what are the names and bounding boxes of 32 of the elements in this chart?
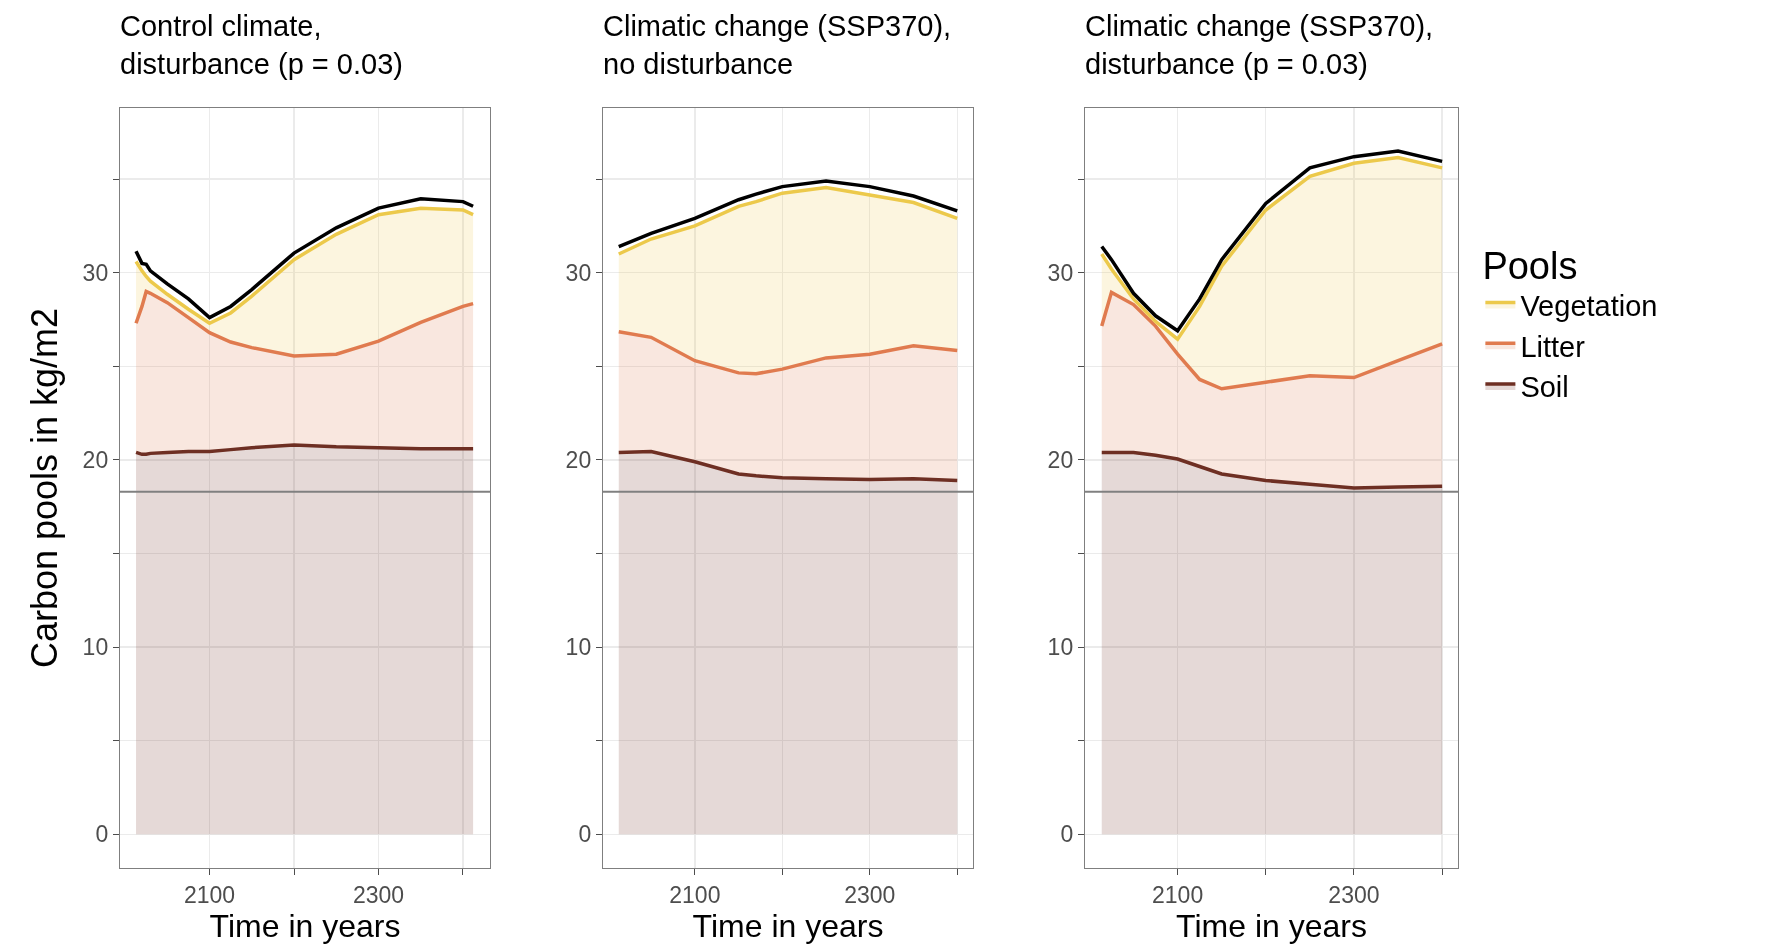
y-tick-label: 0 bbox=[95, 821, 109, 848]
y-axis-title: Carbon pools in kg/m2 bbox=[23, 307, 65, 669]
x-tick-label: 2300 bbox=[1328, 881, 1380, 908]
x-tick-label: 2100 bbox=[183, 881, 236, 908]
line-series bbox=[1100, 149, 1444, 333]
legend-label: Vegetation bbox=[1520, 289, 1658, 322]
x-axis-title: Time in years bbox=[1176, 907, 1367, 944]
x-axis-title: Time in years bbox=[209, 907, 401, 944]
y-tick-label: 0 bbox=[1060, 821, 1074, 848]
x-tick-label: 2100 bbox=[669, 881, 721, 908]
chart-title: Control climate, disturbance (p = 0.03) bbox=[120, 10, 403, 80]
legend-label: Soil bbox=[1520, 371, 1569, 404]
line-series bbox=[617, 179, 959, 249]
y-tick-label: 30 bbox=[82, 259, 109, 286]
y-tick-label: 20 bbox=[82, 446, 109, 473]
x-axis-title: Time in years bbox=[692, 907, 884, 944]
y-tick-label: 20 bbox=[565, 446, 592, 473]
legend-label: Litter bbox=[1520, 330, 1586, 363]
y-tick-label: 10 bbox=[1047, 634, 1074, 661]
y-tick-label: 30 bbox=[1047, 259, 1074, 286]
y-tick-label: 10 bbox=[565, 634, 592, 661]
y-tick-label: 10 bbox=[82, 634, 109, 661]
x-tick-label: 2300 bbox=[352, 881, 405, 908]
chart-title: Climatic change (SSP370), disturbance (p = 0.03) bbox=[1085, 10, 1434, 80]
legend-title: Pools bbox=[1482, 245, 1578, 288]
y-tick-label: 20 bbox=[1047, 446, 1074, 473]
chart-title: Climatic change (SSP370), no disturbance bbox=[603, 10, 952, 80]
y-tick-label: 30 bbox=[565, 259, 592, 286]
y-tick-label: 0 bbox=[578, 821, 592, 848]
x-tick-label: 2100 bbox=[1152, 881, 1204, 908]
x-tick-label: 2300 bbox=[844, 881, 896, 908]
line-series bbox=[134, 197, 475, 320]
